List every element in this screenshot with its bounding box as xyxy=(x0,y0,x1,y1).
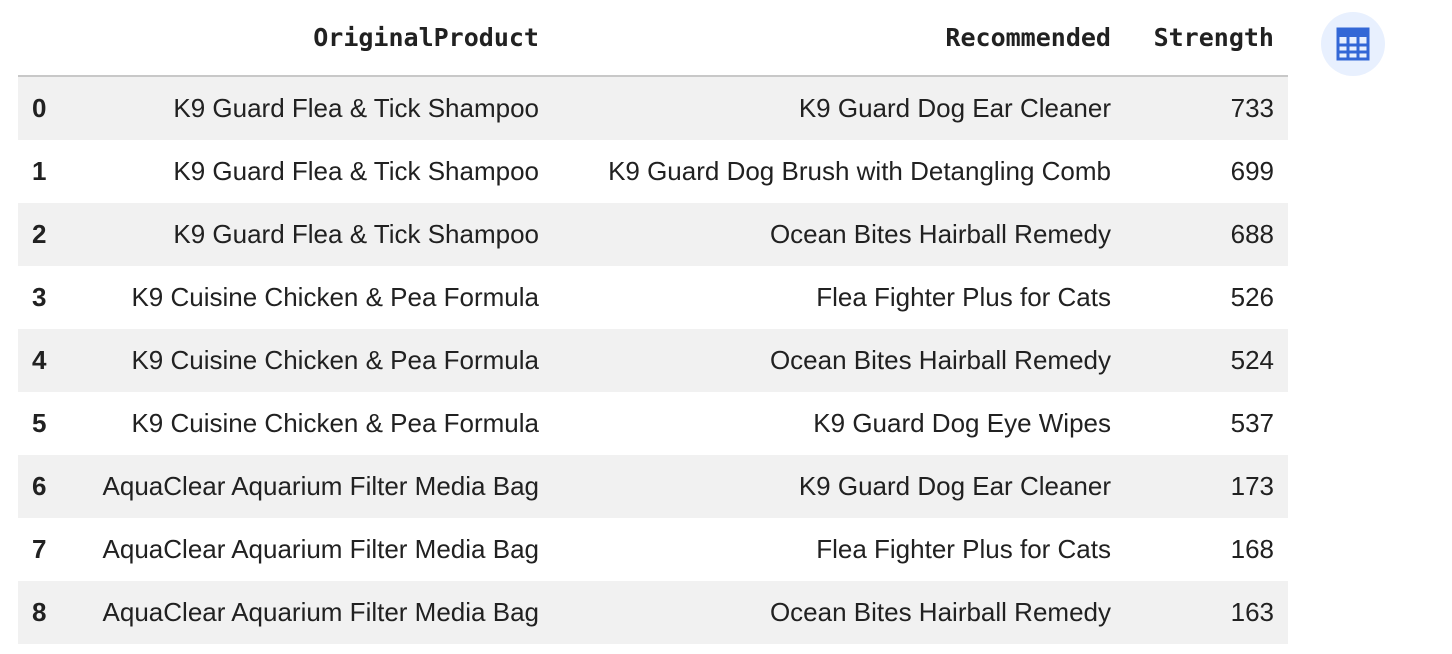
table-row: 6 AquaClear Aquarium Filter Media Bag K9 G… xyxy=(18,455,1288,518)
original-product-cell: K9 Cuisine Chicken & Pea Formula xyxy=(131,408,539,438)
table-row: 5 K9 Cuisine Chicken & Pea Formula K9 Guar… xyxy=(18,392,1288,455)
table-row: 0 K9 Guard Flea & Tick Shampoo K9 Guard Do… xyxy=(18,76,1288,140)
recommended-cell: Flea Fighter Plus for Cats xyxy=(816,534,1111,564)
row-index: 8 xyxy=(18,581,66,644)
table-row: 1 K9 Guard Flea & Tick Shampoo K9 Guard Do… xyxy=(18,140,1288,203)
strength-cell: 163 xyxy=(1125,581,1288,644)
convert-to-interactive-table-button[interactable] xyxy=(1321,12,1385,76)
original-product-cell: AquaClear Aquarium Filter Media Bag xyxy=(102,534,539,564)
strength-cell: 526 xyxy=(1230,282,1274,312)
column-header-originalproduct: OriginalProduct xyxy=(66,0,553,77)
original-product-cell: K9 Cuisine Chicken & Pea Formula xyxy=(66,329,553,392)
recommended-cell: K9 Guard Dog Eye Wipes xyxy=(813,408,1111,438)
header-row: OriginalProduct Recommended Strength xyxy=(18,0,1288,77)
row-index: 5 xyxy=(32,408,47,438)
index-header xyxy=(18,0,66,77)
table-row: 2 K9 Guard Flea & Tick Shampoo Ocean Bites… xyxy=(18,203,1288,266)
row-index: 4 xyxy=(18,329,66,392)
row-index: 2 xyxy=(18,203,66,266)
row-index: 6 xyxy=(18,455,66,518)
recommended-cell: K9 Guard Dog Brush with Detangling Comb xyxy=(608,156,1111,186)
strength-cell: 688 xyxy=(1125,203,1288,266)
row-index: 7 xyxy=(32,534,47,564)
original-product-cell: K9 Guard Flea & Tick Shampoo xyxy=(173,156,539,186)
strength-cell: 699 xyxy=(1230,156,1274,186)
recommended-cell: K9 Guard Dog Ear Cleaner xyxy=(553,76,1125,140)
column-header-recommended: Recommended xyxy=(553,0,1125,77)
table-row: 3 K9 Cuisine Chicken & Pea Formula Flea Fi… xyxy=(18,266,1288,329)
recommended-cell: Ocean Bites Hairball Remedy xyxy=(553,329,1125,392)
table-row: 4 K9 Cuisine Chicken & Pea Formula Ocean B… xyxy=(18,329,1288,392)
strength-cell: 537 xyxy=(1230,408,1274,438)
strength-cell: 168 xyxy=(1230,534,1274,564)
row-index: 3 xyxy=(32,282,47,312)
table-row: 7 AquaClear Aquarium Filter Media Bag Flea… xyxy=(18,518,1288,581)
recommended-cell: Ocean Bites Hairball Remedy xyxy=(553,581,1125,644)
original-product-cell: K9 Guard Flea & Tick Shampoo xyxy=(66,203,553,266)
strength-cell: 733 xyxy=(1125,76,1288,140)
original-product-cell: AquaClear Aquarium Filter Media Bag xyxy=(66,581,553,644)
row-index: 1 xyxy=(32,156,47,186)
strength-cell: 173 xyxy=(1125,455,1288,518)
recommended-cell: Ocean Bites Hairball Remedy xyxy=(553,203,1125,266)
recommended-cell: K9 Guard Dog Ear Cleaner xyxy=(553,455,1125,518)
strength-cell: 524 xyxy=(1125,329,1288,392)
original-product-cell: K9 Cuisine Chicken & Pea Formula xyxy=(131,282,539,312)
table-row: 8 AquaClear Aquarium Filter Media Bag Ocea… xyxy=(18,581,1288,644)
table-icon xyxy=(1336,27,1370,61)
original-product-cell: AquaClear Aquarium Filter Media Bag xyxy=(66,455,553,518)
row-index: 0 xyxy=(18,76,66,140)
column-header-strength: Strength xyxy=(1125,0,1288,77)
dataframe-table: OriginalProduct Recommended Strength 0 K9… xyxy=(18,0,1288,644)
recommended-cell: Flea Fighter Plus for Cats xyxy=(816,282,1111,312)
original-product-cell: K9 Guard Flea & Tick Shampoo xyxy=(66,76,553,140)
